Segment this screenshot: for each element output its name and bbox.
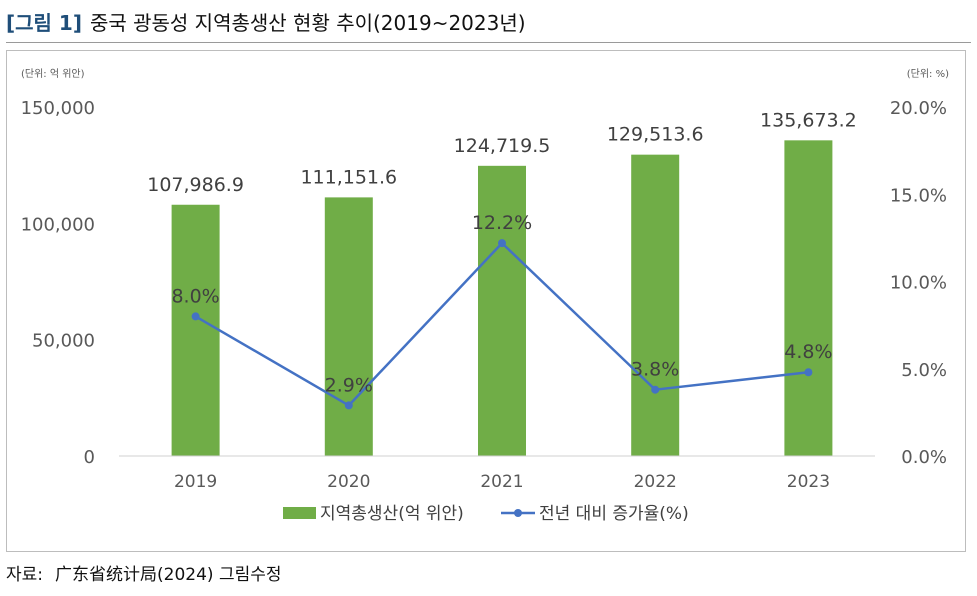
legend-bar-swatch [283, 507, 316, 519]
y-right-tick-label: 20.0% [890, 98, 947, 119]
bar-value-label: 111,151.6 [300, 166, 397, 188]
line-series [191, 239, 813, 410]
y-left-tick-label: 0 [84, 447, 95, 468]
left-axis-unit-label: (단위: 억 위안) [21, 67, 85, 80]
bar [631, 154, 680, 456]
source-note: 자료: 广东省统计局(2024) 그림수정 [6, 562, 282, 588]
line-value-label: 8.0% [171, 285, 219, 307]
axis-ticks: 2019 2020 2021 2022 2023 0 50,000 100,000 150,00… [21, 98, 947, 492]
chart-svg: (단위: 억 위안) (단위: %) 107,986.9 111,151.6 124… [21, 67, 950, 524]
bar-series [171, 140, 833, 457]
y-right-tick-label: 5.0% [901, 360, 947, 381]
line-point [651, 385, 660, 394]
line-point [804, 368, 813, 377]
chart-frame: (단위: 억 위안) (단위: %) 107,986.9 111,151.6 124… [6, 50, 966, 552]
data-labels: 107,986.9 111,151.6 124,719.5 129,513.6 135,… [147, 109, 857, 396]
bar-value-label: 107,986.9 [147, 174, 244, 196]
line-value-label: 3.8% [631, 359, 679, 381]
figure-title: [그림 1] 중국 광동성 지역총생산 현황 추이(2019~2023년) [6, 8, 526, 38]
legend-line-label: 전년 대비 증가율(%) [539, 504, 689, 524]
bar [478, 165, 526, 456]
source-label: 자료: [6, 565, 44, 585]
line-value-label: 4.8% [784, 341, 832, 363]
x-tick-label: 2022 [634, 472, 677, 492]
title-divider [6, 42, 971, 43]
y-right-tick-label: 0.0% [901, 447, 947, 468]
y-right-tick-label: 15.0% [890, 185, 947, 206]
line-point [498, 239, 506, 248]
y-left-tick-label: 150,000 [21, 98, 95, 119]
bar-value-label: 129,513.6 [607, 124, 704, 146]
line-value-label: 12.2% [472, 212, 532, 234]
figure-title-text: 중국 광동성 지역총생산 현황 추이(2019~2023년) [89, 11, 526, 35]
source-text: 广东省统计局(2024) 그림수정 [55, 565, 282, 585]
figure-tag: [그림 1] [6, 11, 82, 35]
line-point [344, 401, 353, 410]
bar-value-label: 124,719.5 [454, 135, 551, 157]
y-right-tick-label: 10.0% [890, 273, 947, 294]
y-left-tick-label: 50,000 [32, 331, 95, 352]
legend-line-marker [514, 509, 522, 517]
right-axis-unit-label: (단위: %) [907, 67, 949, 80]
x-tick-label: 2020 [327, 472, 370, 492]
legend-bar-label: 지역총생산(억 위안) [320, 504, 464, 524]
line-value-label: 2.9% [325, 374, 373, 396]
bar [171, 204, 220, 456]
x-tick-label: 2023 [787, 472, 830, 492]
bar [784, 140, 833, 456]
line-point [191, 312, 200, 321]
bar [324, 197, 373, 457]
x-tick-label: 2019 [174, 472, 217, 492]
y-left-tick-label: 100,000 [21, 214, 95, 235]
x-tick-label: 2021 [480, 472, 523, 492]
legend: 지역총생산(억 위안) 전년 대비 증가율(%) [283, 504, 689, 524]
bar-value-label: 135,673.2 [760, 109, 857, 131]
